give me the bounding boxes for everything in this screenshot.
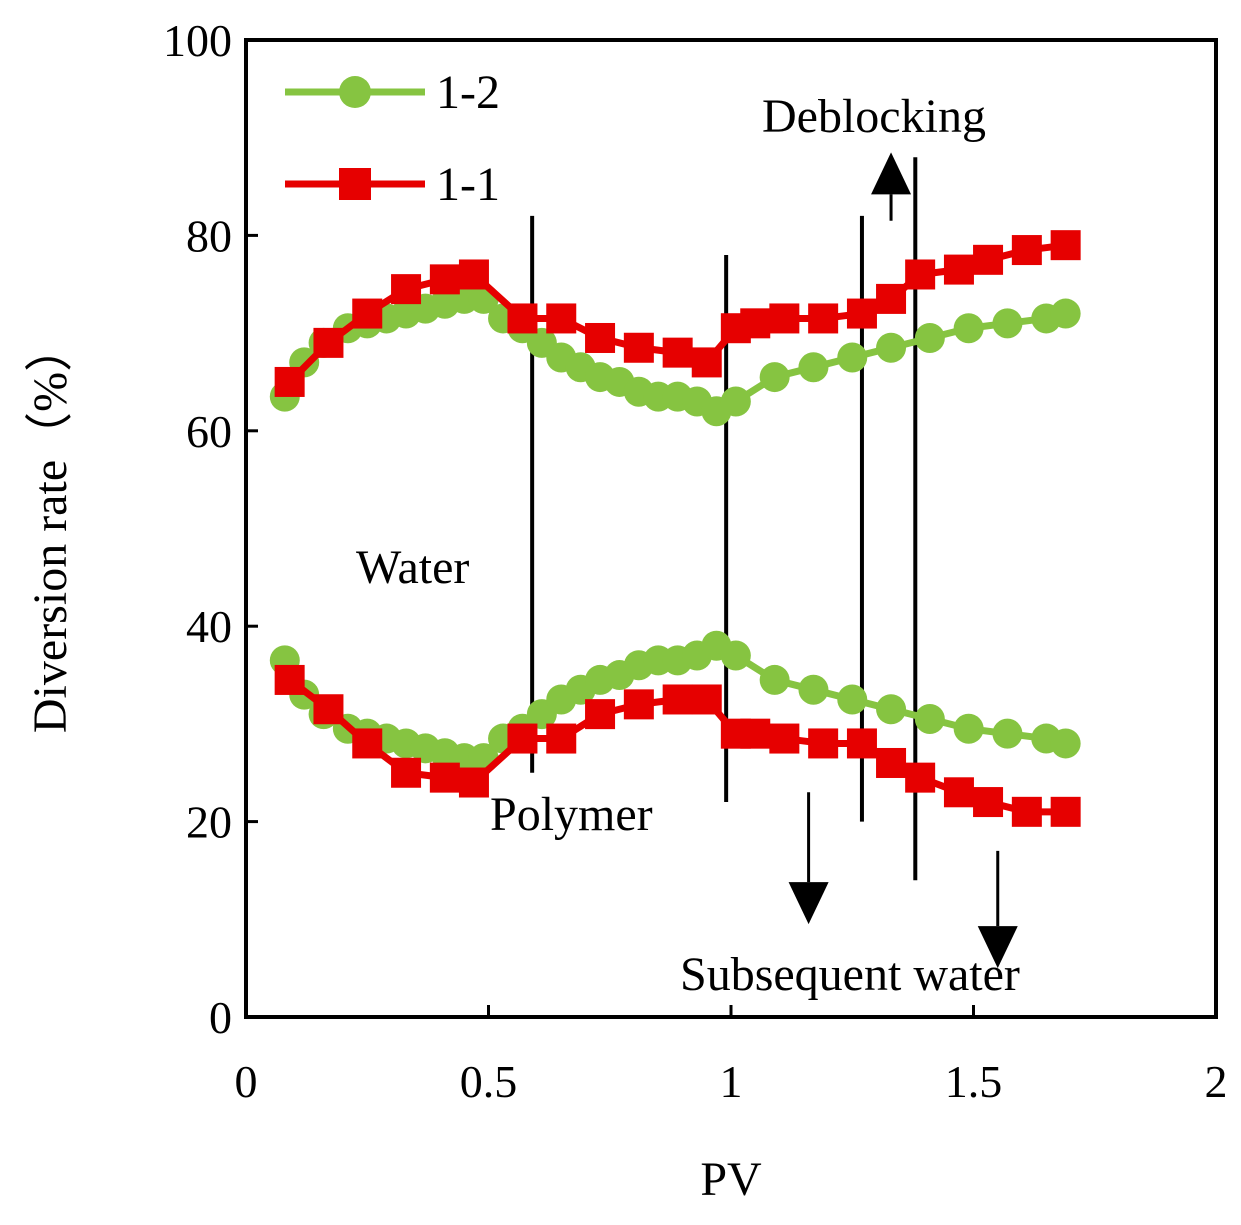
annotation-water: Water <box>356 541 469 594</box>
series-1-1-point <box>623 332 654 363</box>
series-1-1-point <box>458 767 489 798</box>
series-1-2-point <box>953 713 984 744</box>
series-1-1-point <box>1011 796 1042 827</box>
series-1-1-point <box>808 303 839 334</box>
series-1-1-point <box>313 327 344 358</box>
series-1-1-point <box>623 689 654 720</box>
y-axis-title: Diversion rate（%） <box>24 324 77 733</box>
x-tick-label: 1 <box>720 1056 743 1107</box>
series-1-2-point <box>837 342 868 373</box>
series-1-1-point <box>973 244 1004 275</box>
deblocking-arrow-head <box>871 152 912 195</box>
legend-label-1-1: 1-1 <box>436 158 500 211</box>
series-1-1-upper <box>274 230 1081 397</box>
series-1-1-point <box>352 728 383 759</box>
series-1-2-point <box>914 322 945 353</box>
series-1-1-point <box>585 699 616 730</box>
x-tick-label: 1.5 <box>945 1056 1003 1107</box>
legend-marker-1-1 <box>339 168 371 200</box>
series-1-1-point <box>808 728 839 759</box>
series-1-1-point <box>691 684 722 715</box>
series-1-1-point <box>1050 796 1081 827</box>
series-1-1-point <box>391 757 422 788</box>
series-1-2-lower <box>269 630 1081 774</box>
series-1-2-point <box>876 332 907 363</box>
series-1-2-point <box>798 674 829 705</box>
series-1-1-point <box>691 347 722 378</box>
legend-marker-1-2 <box>339 76 371 108</box>
series-1-1-point <box>429 264 460 295</box>
series-1-1-point <box>876 283 907 314</box>
annotation-deblocking: Deblocking <box>762 90 986 143</box>
series-1-1-point <box>546 723 577 754</box>
series-1-1-point <box>313 694 344 725</box>
series-1-1-point <box>876 747 907 778</box>
legend-label-1-2: 1-2 <box>436 66 500 119</box>
x-tick-label: 2 <box>1205 1056 1228 1107</box>
series-1-1-point <box>769 303 800 334</box>
series-1-2-point <box>992 718 1023 749</box>
y-tick-label: 0 <box>209 992 232 1043</box>
series-1-2-point <box>837 684 868 715</box>
series-1-1-point <box>905 259 936 290</box>
series-1-2-point <box>914 704 945 735</box>
y-tick-label: 100 <box>163 15 232 66</box>
series-1-2-point <box>992 308 1023 339</box>
series-1-1-point <box>973 787 1004 818</box>
series-1-1-point <box>846 728 877 759</box>
series-1-1-point <box>546 303 577 334</box>
x-tick-label: 0 <box>235 1056 258 1107</box>
y-tick-label: 60 <box>186 406 232 457</box>
series-1-1-point <box>507 723 538 754</box>
series-1-1-point <box>507 303 538 334</box>
series-layer <box>269 230 1081 827</box>
series-1-1-point <box>943 777 974 808</box>
series-1-1-point <box>740 718 771 749</box>
subsequent-arrow-1-head <box>788 882 829 925</box>
series-1-2-point <box>720 640 751 671</box>
series-1-1-point <box>274 664 305 695</box>
series-1-1-point <box>769 723 800 754</box>
series-1-1-lower <box>274 664 1081 827</box>
series-1-2-point <box>953 313 984 344</box>
series-1-2-point <box>1050 298 1081 329</box>
series-1-1-point <box>391 274 422 305</box>
subsequent-arrow-2-head <box>977 926 1018 969</box>
series-1-2-point <box>1050 728 1081 759</box>
axis-ticks: 0 20 40 60 80 100 0 0.5 1 1.5 2 <box>163 15 1228 1107</box>
series-1-1-point <box>740 308 771 339</box>
x-tick-label: 0.5 <box>460 1056 518 1107</box>
annotation-polymer: Polymer <box>490 788 653 841</box>
series-1-1-point <box>458 259 489 290</box>
series-1-2-point <box>876 694 907 725</box>
annotation-subsequent-water: Subsequent water <box>680 948 1020 1001</box>
y-tick-label: 40 <box>186 601 232 652</box>
legend: 1-2 1-1 <box>285 66 500 211</box>
x-axis-title: PV <box>700 1153 762 1206</box>
series-1-1-point <box>662 337 693 368</box>
series-1-1-point <box>1011 235 1042 266</box>
series-1-2-point <box>720 386 751 417</box>
y-tick-label: 80 <box>186 210 232 261</box>
series-1-1-point <box>846 298 877 329</box>
series-1-2-point <box>759 362 790 393</box>
series-1-1-point <box>662 684 693 715</box>
series-1-1-point <box>1050 230 1081 261</box>
series-1-1-point <box>585 322 616 353</box>
series-1-1-point <box>943 254 974 285</box>
series-1-1-point <box>905 762 936 793</box>
series-1-2-point <box>798 352 829 383</box>
series-1-1-point <box>274 366 305 397</box>
series-1-1-point <box>429 762 460 793</box>
series-1-2-point <box>759 664 790 695</box>
series-1-1-point <box>352 298 383 329</box>
y-tick-label: 20 <box>186 797 232 848</box>
